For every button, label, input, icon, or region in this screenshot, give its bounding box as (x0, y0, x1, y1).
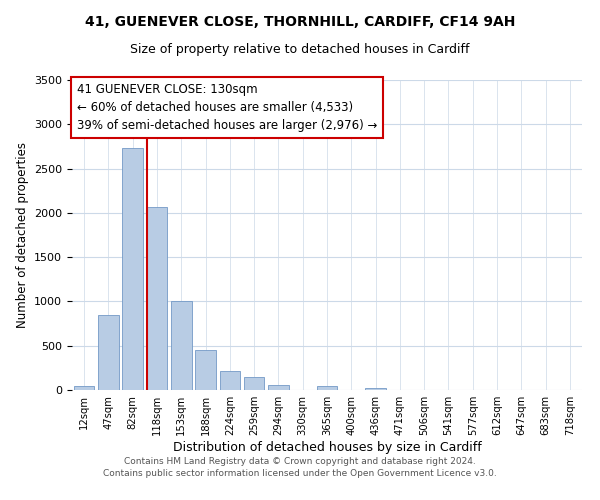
X-axis label: Distribution of detached houses by size in Cardiff: Distribution of detached houses by size … (173, 441, 481, 454)
Text: Size of property relative to detached houses in Cardiff: Size of property relative to detached ho… (130, 42, 470, 56)
Y-axis label: Number of detached properties: Number of detached properties (16, 142, 29, 328)
Text: 41, GUENEVER CLOSE, THORNHILL, CARDIFF, CF14 9AH: 41, GUENEVER CLOSE, THORNHILL, CARDIFF, … (85, 15, 515, 29)
Text: Contains public sector information licensed under the Open Government Licence v3: Contains public sector information licen… (103, 468, 497, 477)
Bar (195, 350, 216, 390)
Bar (220, 372, 240, 390)
Bar (268, 384, 289, 390)
Text: 41 GUENEVER CLOSE: 130sqm
← 60% of detached houses are smaller (4,533)
39% of se: 41 GUENEVER CLOSE: 130sqm ← 60% of detac… (77, 83, 377, 132)
Bar (146, 206, 167, 390)
Text: Contains HM Land Registry data © Crown copyright and database right 2024.: Contains HM Land Registry data © Crown c… (124, 458, 476, 466)
Bar (122, 148, 143, 390)
Bar (244, 377, 265, 390)
Bar (317, 386, 337, 390)
Bar (98, 314, 119, 390)
Bar (74, 386, 94, 390)
Bar (171, 300, 191, 390)
Bar (365, 388, 386, 390)
